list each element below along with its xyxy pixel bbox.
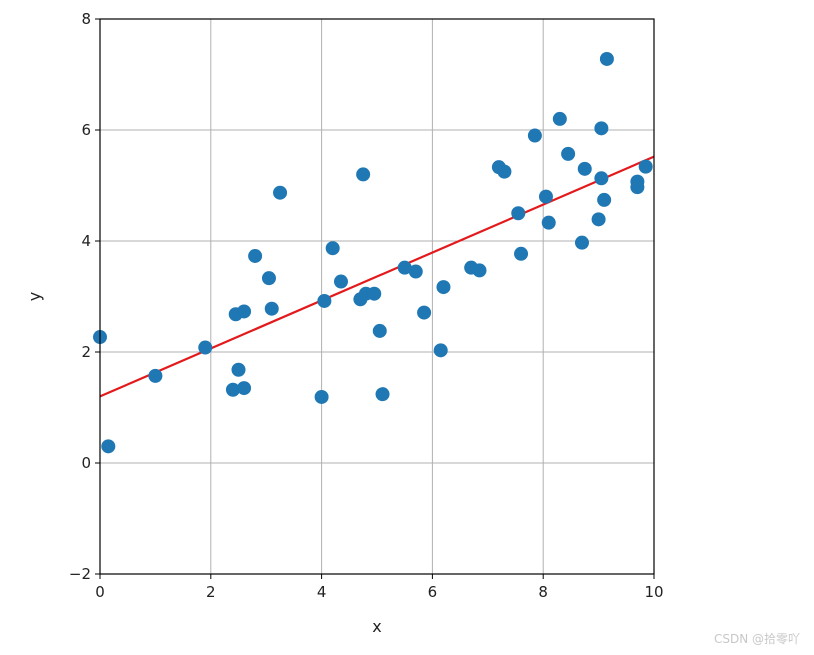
- regression-line-layer: [99, 155, 655, 398]
- data-point: [273, 185, 288, 200]
- data-points: [93, 51, 653, 454]
- x-tick-label: 6: [428, 583, 438, 601]
- data-point: [552, 111, 567, 126]
- y-tick-label: 4: [81, 232, 91, 250]
- data-point: [101, 439, 116, 454]
- data-point: [248, 248, 263, 263]
- data-point: [408, 264, 423, 279]
- data-point: [397, 260, 412, 275]
- data-point: [433, 343, 448, 358]
- data-point: [514, 246, 529, 261]
- data-point: [574, 235, 589, 250]
- data-point: [237, 381, 252, 396]
- data-point: [237, 304, 252, 319]
- data-point: [511, 206, 526, 221]
- data-point: [198, 340, 213, 355]
- data-point: [561, 146, 576, 161]
- data-point: [372, 323, 387, 338]
- data-point: [594, 171, 609, 186]
- data-point: [264, 301, 279, 316]
- data-point: [314, 389, 329, 404]
- data-point: [597, 192, 612, 207]
- data-point: [538, 189, 553, 204]
- regression-line: [99, 155, 655, 398]
- data-point: [225, 382, 240, 397]
- x-tick-label: 0: [95, 583, 105, 601]
- watermark-text: CSDN @拾零吖: [713, 632, 800, 646]
- plot-frame: [99, 18, 655, 575]
- data-point: [577, 161, 592, 176]
- data-point: [231, 362, 246, 377]
- y-tick-label: −2: [69, 565, 91, 583]
- data-point: [541, 215, 556, 230]
- data-point: [436, 280, 451, 295]
- y-tick-label: 2: [81, 343, 91, 361]
- x-axis-label: x: [372, 617, 381, 636]
- data-point: [261, 271, 276, 286]
- data-point: [356, 167, 371, 182]
- x-tick-label: 2: [206, 583, 216, 601]
- data-point: [599, 51, 614, 66]
- data-point: [317, 293, 332, 308]
- data-point: [638, 159, 653, 174]
- data-point: [594, 121, 609, 136]
- x-tick-label: 8: [538, 583, 548, 601]
- y-axis-label: y: [25, 292, 44, 301]
- data-point: [527, 128, 542, 143]
- data-point: [325, 241, 340, 256]
- data-point: [375, 387, 390, 402]
- data-point: [417, 305, 432, 320]
- data-point: [591, 212, 606, 227]
- x-tick-label: 10: [644, 583, 663, 601]
- x-tick-label: 4: [317, 583, 327, 601]
- data-point: [630, 180, 645, 195]
- y-tick-label: 0: [81, 454, 91, 472]
- data-point: [472, 263, 487, 278]
- data-point: [497, 164, 512, 179]
- y-tick-label: 6: [81, 121, 91, 139]
- y-tick-label: 8: [81, 10, 91, 28]
- data-point: [148, 368, 163, 383]
- data-point: [333, 274, 348, 289]
- data-point: [367, 286, 382, 301]
